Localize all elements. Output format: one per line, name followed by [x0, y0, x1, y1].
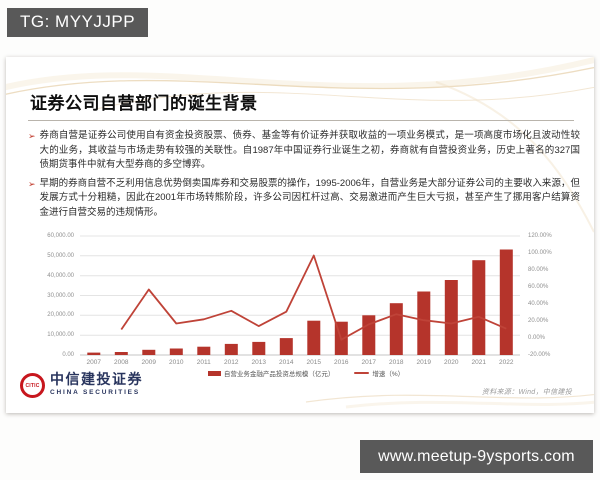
source-note: 资料来源：Wind，中信建投 — [481, 389, 572, 396]
y-axis-tick-right: 20.00% — [528, 318, 549, 324]
legend-item-line: 增速（%） — [354, 368, 404, 378]
bullet-list: ➢ 券商自营是证券公司使用自有资金投资股票、债券、基金等有价证券并获取收益的一项… — [28, 129, 580, 224]
x-axis-tick: 2009 — [141, 359, 156, 366]
bullet-text: 早期的券商自营不乏利用信息优势倒卖国库券和交易股票的操作，1995-2006年，… — [39, 177, 580, 218]
bullet-item: ➢ 券商自营是证券公司使用自有资金投资股票、债券、基金等有价证券并获取收益的一项… — [28, 129, 580, 173]
x-axis-tick: 2015 — [306, 359, 321, 366]
legend-bar-swatch — [207, 370, 221, 376]
y-axis-tick-right: 80.00% — [528, 267, 549, 273]
y-axis-tick-left: 20,000.00 — [47, 312, 74, 319]
y-axis-tick-right: 40.00% — [528, 301, 549, 307]
x-axis-tick: 2019 — [416, 359, 431, 366]
y-axis-right: 120.00% 100.00% 80.00% 60.00% 40.00% 20.00% 0.… — [524, 230, 564, 362]
x-axis-tick: 2014 — [279, 359, 294, 366]
x-axis-tick: 2022 — [499, 359, 514, 366]
y-axis-tick-left: 60,000.00 — [47, 233, 74, 239]
legend-bar-label: 自营业务金融产品投资总规模（亿元） — [223, 371, 335, 378]
website-watermark-banner: www.meetup-9ysports.com — [360, 440, 593, 473]
bullet-item: ➢ 早期的券商自营不乏利用信息优势倒卖国库券和交易股票的操作，1995-2006… — [28, 177, 580, 221]
x-axis-tick: 2013 — [251, 359, 266, 366]
legend-item-bar: 自营业务金融产品投资总规模（亿元） — [207, 368, 335, 378]
emblem-text: CITIC — [25, 382, 40, 389]
x-axis-tick: 2010 — [169, 359, 184, 366]
plot-area — [80, 235, 520, 356]
y-axis-tick-right: 0.00% — [528, 335, 546, 341]
y-axis-tick-left: 0.00 — [62, 352, 74, 358]
logo-en-text: CHINA SECURITIES — [50, 389, 140, 397]
x-axis-tick: 2016 — [334, 359, 349, 366]
legend-line-label: 增速（%） — [372, 371, 405, 378]
x-axis-tick: 2007 — [86, 359, 101, 366]
x-axis-tick: 2011 — [196, 359, 211, 366]
x-axis-tick: 2012 — [224, 359, 239, 366]
citic-emblem-icon: CITIC — [20, 373, 45, 398]
x-axis: 2007 2008 2009 2010 2011 2012 2013 2014 2015 2016… — [80, 230, 520, 370]
slide-title: 证券公司自营部门的诞生背景 — [30, 94, 258, 113]
y-axis-tick-right: -20.00% — [528, 352, 551, 358]
telegram-watermark-banner: TG: MYYJJPP — [7, 8, 149, 37]
slide: 证券公司自营部门的诞生背景 ➢ 券商自营是证券公司使用自有资金投资股票、债券、基… — [6, 57, 594, 413]
y-axis-tick-left: 50,000.00 — [47, 252, 74, 259]
bullet-arrow-icon: ➢ — [28, 131, 36, 141]
chart-legend: 自营业务金融产品投资总规模（亿元） 增速（%） — [46, 368, 566, 378]
bullet-arrow-icon: ➢ — [28, 178, 36, 189]
title-divider — [28, 120, 574, 121]
logo-cn-text: 中信建投证券 — [50, 373, 143, 389]
y-axis-tick-right: 60.00% — [528, 284, 549, 290]
x-axis-tick: 2018 — [389, 359, 404, 366]
bullet-text: 券商自营是证券公司使用自有资金投资股票、债券、基金等有价证券并获取收益的一项业务… — [39, 130, 580, 170]
y-axis-tick-right: 100.00% — [528, 250, 552, 256]
y-axis-tick-left: 30,000.00 — [47, 292, 74, 299]
logo-text: 中信建投证券 CHINA SECURITIES — [50, 374, 143, 397]
y-axis-tick-left: 40,000.00 — [47, 272, 74, 279]
legend-line-swatch — [354, 372, 370, 374]
y-axis-left: 60,000.00 50,000.00 40,000.00 30,000.00 20,0… — [46, 230, 76, 362]
y-axis-tick-left: 10,000.00 — [47, 332, 74, 339]
x-axis-tick: 2017 — [361, 359, 376, 366]
china-securities-logo: CITIC 中信建投证券 CHINA SECURITIES — [20, 373, 143, 398]
x-axis-tick: 2020 — [444, 359, 459, 366]
x-axis-tick: 2008 — [114, 359, 129, 366]
y-axis-tick-right: 120.00% — [528, 233, 552, 239]
x-axis-tick: 2021 — [471, 359, 486, 366]
chart: 60,000.00 50,000.00 40,000.00 30,000.00 20,0… — [46, 230, 566, 382]
